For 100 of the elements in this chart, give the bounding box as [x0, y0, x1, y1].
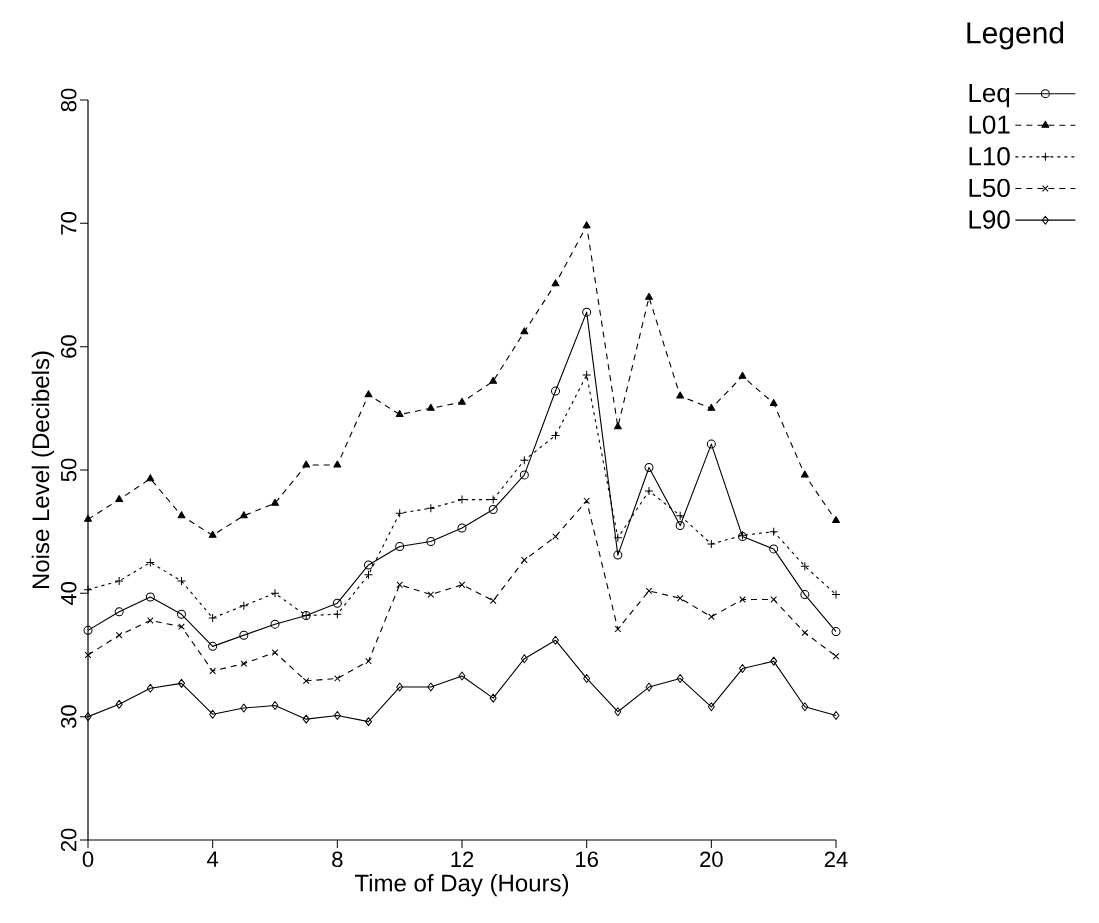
point	[770, 596, 778, 603]
point	[209, 667, 216, 675]
point	[551, 386, 561, 396]
point	[271, 649, 279, 656]
point	[209, 709, 217, 719]
point	[614, 625, 622, 633]
point	[519, 455, 529, 465]
point	[613, 422, 622, 430]
point	[426, 537, 436, 547]
point	[365, 717, 372, 727]
point	[521, 556, 528, 564]
point	[395, 410, 404, 417]
point	[302, 460, 311, 468]
point	[208, 530, 217, 538]
point	[395, 541, 405, 551]
point	[145, 592, 155, 602]
point	[114, 576, 124, 586]
point	[832, 710, 840, 720]
point	[520, 654, 528, 664]
point	[365, 657, 372, 665]
point	[831, 627, 841, 637]
point	[458, 581, 466, 589]
point	[583, 497, 590, 505]
y-tick-label: 20	[60, 828, 77, 852]
point	[178, 623, 185, 630]
point	[208, 613, 218, 623]
point	[240, 703, 248, 713]
point	[706, 539, 716, 549]
point	[801, 629, 809, 637]
point	[489, 597, 497, 605]
y-tick-label: 30	[60, 705, 77, 729]
point	[426, 503, 436, 513]
point	[84, 514, 92, 522]
point	[240, 660, 248, 667]
point	[115, 631, 123, 639]
point	[334, 675, 341, 682]
point	[582, 370, 592, 380]
point	[551, 279, 560, 287]
point	[707, 702, 715, 712]
point	[177, 511, 186, 519]
point	[800, 590, 810, 600]
point	[239, 601, 249, 611]
point	[582, 221, 591, 229]
point	[738, 371, 747, 379]
point	[675, 521, 685, 530]
point	[832, 516, 840, 524]
point	[739, 664, 747, 674]
point	[271, 701, 279, 711]
point	[396, 682, 404, 692]
point	[458, 671, 466, 681]
point	[644, 463, 654, 473]
point	[708, 613, 715, 621]
point	[489, 693, 497, 703]
point	[645, 682, 653, 692]
point	[302, 677, 310, 685]
point	[364, 560, 373, 570]
point	[115, 699, 123, 709]
point	[147, 617, 154, 624]
point	[552, 533, 559, 540]
legend-title: Legend	[967, 21, 1064, 50]
point	[676, 594, 684, 602]
point	[614, 707, 622, 717]
point	[426, 403, 435, 411]
y-axis-title: Noise Level (Decibels)	[31, 351, 55, 589]
point	[208, 641, 218, 651]
point	[146, 474, 155, 482]
y-tick-label: 80	[60, 88, 77, 112]
x-tick-label: 12	[451, 851, 474, 867]
point	[83, 625, 93, 635]
point	[706, 439, 716, 449]
point	[270, 588, 280, 598]
point	[427, 682, 435, 692]
point	[613, 533, 623, 543]
x-axis-title: Time of Day (Hours)	[354, 873, 569, 897]
point	[520, 327, 529, 335]
point	[769, 544, 779, 554]
point	[395, 508, 405, 518]
point	[832, 652, 840, 660]
x-tick-label: 20	[700, 851, 723, 868]
point	[769, 527, 779, 537]
point	[613, 550, 623, 560]
legend-label: L90	[969, 210, 1010, 229]
point	[332, 609, 342, 619]
point	[488, 504, 498, 514]
point	[302, 714, 310, 724]
point	[676, 391, 685, 399]
point	[801, 702, 809, 712]
point	[645, 292, 653, 300]
legend-label: L01	[969, 115, 1010, 134]
point	[83, 585, 93, 595]
x-tick-label: 16	[576, 851, 598, 868]
legend-label: L10	[969, 147, 1010, 166]
point	[800, 470, 809, 478]
point	[364, 390, 373, 398]
point	[676, 673, 684, 683]
x-tick-label: 24	[824, 851, 848, 867]
point	[458, 397, 466, 405]
y-tick-label: 70	[60, 211, 77, 235]
point	[770, 656, 778, 666]
point	[489, 376, 498, 384]
